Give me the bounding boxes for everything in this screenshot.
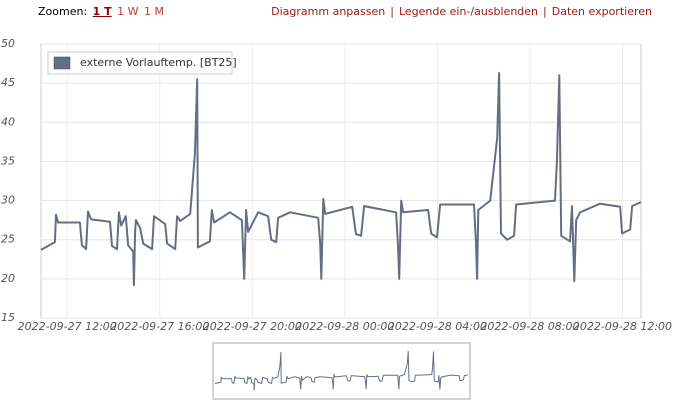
- x-tick-label: 2022-09-27 12:00: [18, 320, 117, 333]
- zoom-bar: Zoomen: 1 T 1 W 1 M: [37, 5, 165, 18]
- y-tick-label: 30: [1, 194, 15, 207]
- zoom-option[interactable]: 1 W: [117, 5, 139, 18]
- link[interactable]: Daten exportieren: [551, 5, 652, 18]
- link[interactable]: Legende ein-/ausblenden: [398, 5, 539, 18]
- navigator-line: [214, 350, 469, 391]
- link[interactable]: Diagramm anpassen: [271, 5, 386, 18]
- link-bar: Diagramm anpassen | Legende ein-/ausblende…: [270, 5, 653, 18]
- y-tick-label: 40: [1, 115, 15, 128]
- separator: |: [390, 5, 394, 18]
- y-tick-label: 35: [1, 154, 15, 167]
- x-tick-label: 2022-09-27 16:00: [110, 320, 209, 333]
- zoom-option[interactable]: 1 M: [144, 5, 165, 18]
- x-tick-label: 2022-09-28 00:00: [295, 320, 394, 333]
- series-line: [40, 72, 642, 287]
- navigator-frame: [212, 342, 471, 400]
- x-tick-label: 2022-09-27 20:00: [203, 320, 302, 333]
- y-tick-label: 20: [1, 272, 15, 285]
- y-tick-label: 50: [1, 37, 15, 50]
- x-tick-label: 2022-09-28 12:00: [573, 320, 672, 333]
- zoom-label: Zoomen:: [38, 5, 88, 18]
- y-tick-label: 45: [1, 76, 15, 89]
- plot-frame: [40, 43, 642, 319]
- y-tick-label: 25: [1, 233, 15, 246]
- y-tick-label: 15: [1, 311, 15, 324]
- x-tick-label: 2022-09-28 04:00: [388, 320, 487, 333]
- legend-label: externe Vorlauftemp. [BT25]: [80, 56, 237, 69]
- legend-swatch: [53, 56, 71, 70]
- zoom-option[interactable]: 1 T: [92, 5, 112, 18]
- legend-box: [47, 51, 233, 75]
- separator: |: [543, 5, 547, 18]
- x-tick-label: 2022-09-28 08:00: [480, 320, 579, 333]
